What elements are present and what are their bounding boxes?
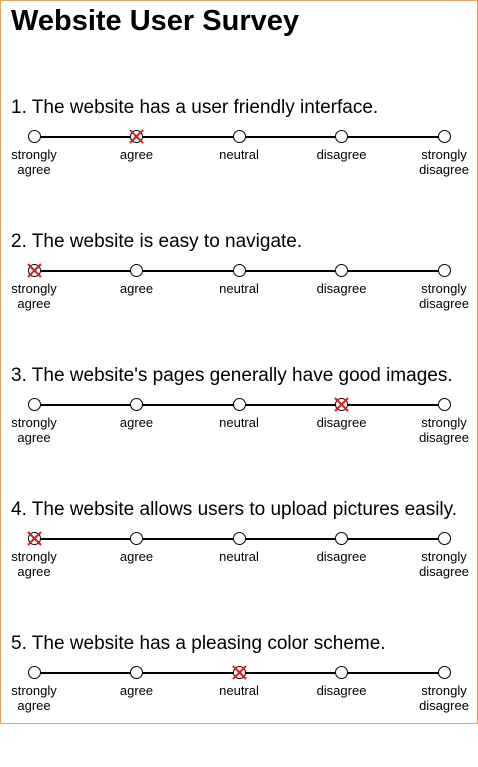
option-label: disagree	[316, 147, 367, 162]
radio-button[interactable]	[335, 130, 348, 143]
radio-button[interactable]	[27, 666, 41, 679]
radio-button[interactable]	[232, 130, 246, 143]
radio-button[interactable]	[437, 532, 451, 545]
question-2: 2. The website is easy to navigate. stron…	[1, 231, 477, 365]
radio-button[interactable]	[26, 531, 42, 546]
question-text: 3. The website's pages generally have go…	[11, 365, 453, 386]
option-label: strongly disagree	[419, 549, 469, 579]
option-disagree[interactable]: disagree	[302, 130, 382, 162]
selected-x-icon	[129, 129, 144, 144]
option-strongly-agree[interactable]: strongly agree	[0, 666, 74, 713]
option-disagree[interactable]: disagree	[302, 532, 382, 564]
question-4: 4. The website allows users to upload pi…	[1, 499, 477, 633]
option-label: agree	[119, 415, 154, 430]
survey-title: Website User Survey	[11, 5, 299, 37]
option-strongly-agree[interactable]: strongly agree	[0, 531, 74, 579]
option-label: disagree	[316, 415, 367, 430]
option-label: strongly disagree	[419, 415, 469, 445]
option-label: strongly disagree	[419, 281, 469, 311]
radio-button[interactable]	[130, 532, 143, 545]
option-agree[interactable]: agree	[97, 129, 177, 162]
option-label: strongly agree	[11, 683, 57, 713]
question-text: 5. The website has a pleasing color sche…	[11, 633, 386, 654]
radio-button[interactable]	[26, 263, 42, 278]
radio-button[interactable]	[130, 666, 143, 679]
option-strongly-agree[interactable]: strongly agree	[0, 263, 74, 311]
question-text: 4. The website allows users to upload pi…	[11, 499, 458, 520]
radio-button[interactable]	[232, 264, 246, 277]
question-1: 1. The website has a user friendly inter…	[1, 97, 477, 231]
option-strongly-disagree[interactable]: strongly disagree	[404, 398, 478, 445]
radio-button[interactable]	[437, 398, 451, 411]
option-strongly-agree[interactable]: strongly agree	[0, 398, 74, 445]
option-label: strongly agree	[11, 147, 57, 177]
option-neutral[interactable]: neutral	[199, 264, 279, 296]
option-label: strongly agree	[11, 281, 57, 311]
selected-x-icon	[26, 263, 42, 278]
option-neutral[interactable]: neutral	[199, 532, 279, 564]
option-disagree[interactable]: disagree	[302, 264, 382, 296]
option-strongly-disagree[interactable]: strongly disagree	[404, 264, 478, 311]
radio-button[interactable]	[232, 398, 246, 411]
question-text: 2. The website is easy to navigate.	[11, 231, 303, 252]
radio-button[interactable]	[232, 532, 246, 545]
option-label: agree	[119, 683, 154, 698]
radio-button[interactable]	[335, 264, 348, 277]
option-label: neutral	[219, 415, 259, 430]
option-agree[interactable]: agree	[97, 398, 177, 430]
survey-page: Website User Survey 1. The website has a…	[0, 0, 478, 724]
option-label: strongly disagree	[419, 147, 469, 177]
radio-button[interactable]	[130, 264, 143, 277]
radio-button[interactable]	[231, 665, 247, 680]
option-strongly-disagree[interactable]: strongly disagree	[404, 130, 478, 177]
selected-x-icon	[26, 531, 42, 546]
option-neutral[interactable]: neutral	[199, 665, 279, 698]
option-agree[interactable]: agree	[97, 666, 177, 698]
option-label: agree	[119, 281, 154, 296]
radio-button[interactable]	[437, 666, 451, 679]
option-label: agree	[119, 549, 154, 564]
option-strongly-disagree[interactable]: strongly disagree	[404, 532, 478, 579]
option-label: strongly disagree	[419, 683, 469, 713]
option-neutral[interactable]: neutral	[199, 130, 279, 162]
radio-button[interactable]	[334, 397, 349, 412]
option-label: strongly agree	[11, 415, 57, 445]
option-label: disagree	[316, 549, 367, 564]
option-label: agree	[119, 147, 154, 162]
option-label: disagree	[316, 281, 367, 296]
option-strongly-disagree[interactable]: strongly disagree	[404, 666, 478, 713]
question-text: 1. The website has a user friendly inter…	[11, 97, 379, 118]
question-5: 5. The website has a pleasing color sche…	[1, 633, 477, 767]
radio-button[interactable]	[130, 398, 143, 411]
option-label: neutral	[219, 683, 259, 698]
radio-button[interactable]	[437, 264, 451, 277]
selected-x-icon	[231, 665, 247, 680]
option-strongly-agree[interactable]: strongly agree	[0, 130, 74, 177]
option-label: strongly agree	[11, 549, 57, 579]
radio-button[interactable]	[27, 398, 41, 411]
radio-button[interactable]	[335, 666, 348, 679]
option-agree[interactable]: agree	[97, 532, 177, 564]
option-label: neutral	[219, 549, 259, 564]
option-disagree[interactable]: disagree	[302, 666, 382, 698]
radio-button[interactable]	[335, 532, 348, 545]
question-3: 3. The website's pages generally have go…	[1, 365, 477, 499]
option-disagree[interactable]: disagree	[302, 397, 382, 430]
option-label: neutral	[219, 147, 259, 162]
selected-x-icon	[334, 397, 349, 412]
radio-button[interactable]	[27, 130, 41, 143]
option-neutral[interactable]: neutral	[199, 398, 279, 430]
option-label: neutral	[219, 281, 259, 296]
radio-button[interactable]	[129, 129, 144, 144]
radio-button[interactable]	[437, 130, 451, 143]
option-agree[interactable]: agree	[97, 264, 177, 296]
option-label: disagree	[316, 683, 367, 698]
